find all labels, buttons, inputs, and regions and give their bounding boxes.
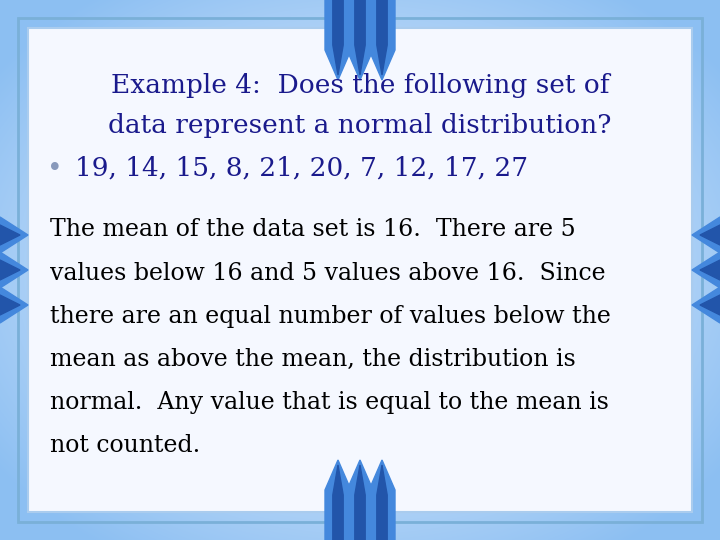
Polygon shape — [700, 260, 720, 280]
Text: there are an equal number of values below the: there are an equal number of values belo… — [50, 305, 611, 327]
Text: Example 4:  Does the following set of: Example 4: Does the following set of — [111, 72, 609, 98]
Text: •: • — [48, 156, 63, 180]
Polygon shape — [377, 465, 387, 540]
Polygon shape — [369, 460, 395, 540]
Polygon shape — [347, 460, 373, 540]
Text: The mean of the data set is 16.  There are 5: The mean of the data set is 16. There ar… — [50, 219, 575, 241]
Polygon shape — [700, 225, 720, 245]
Text: 19, 14, 15, 8, 21, 20, 7, 12, 17, 27: 19, 14, 15, 8, 21, 20, 7, 12, 17, 27 — [75, 156, 528, 180]
Polygon shape — [355, 465, 365, 540]
Polygon shape — [333, 465, 343, 540]
Polygon shape — [325, 460, 351, 540]
Polygon shape — [0, 225, 20, 245]
Polygon shape — [355, 0, 365, 75]
Polygon shape — [0, 287, 28, 323]
Polygon shape — [325, 0, 351, 80]
Text: normal.  Any value that is equal to the mean is: normal. Any value that is equal to the m… — [50, 390, 609, 414]
Polygon shape — [347, 0, 373, 80]
Polygon shape — [377, 0, 387, 75]
Polygon shape — [369, 0, 395, 80]
Polygon shape — [692, 217, 720, 253]
Polygon shape — [0, 217, 28, 253]
Polygon shape — [0, 252, 28, 288]
Polygon shape — [700, 295, 720, 315]
Polygon shape — [0, 260, 20, 280]
Text: not counted.: not counted. — [50, 434, 200, 456]
Text: data represent a normal distribution?: data represent a normal distribution? — [108, 112, 612, 138]
Polygon shape — [0, 295, 20, 315]
Polygon shape — [333, 0, 343, 75]
Polygon shape — [692, 252, 720, 288]
Text: values below 16 and 5 values above 16.  Since: values below 16 and 5 values above 16. S… — [50, 261, 606, 285]
Text: mean as above the mean, the distribution is: mean as above the mean, the distribution… — [50, 348, 576, 370]
FancyBboxPatch shape — [28, 28, 692, 512]
Polygon shape — [692, 287, 720, 323]
